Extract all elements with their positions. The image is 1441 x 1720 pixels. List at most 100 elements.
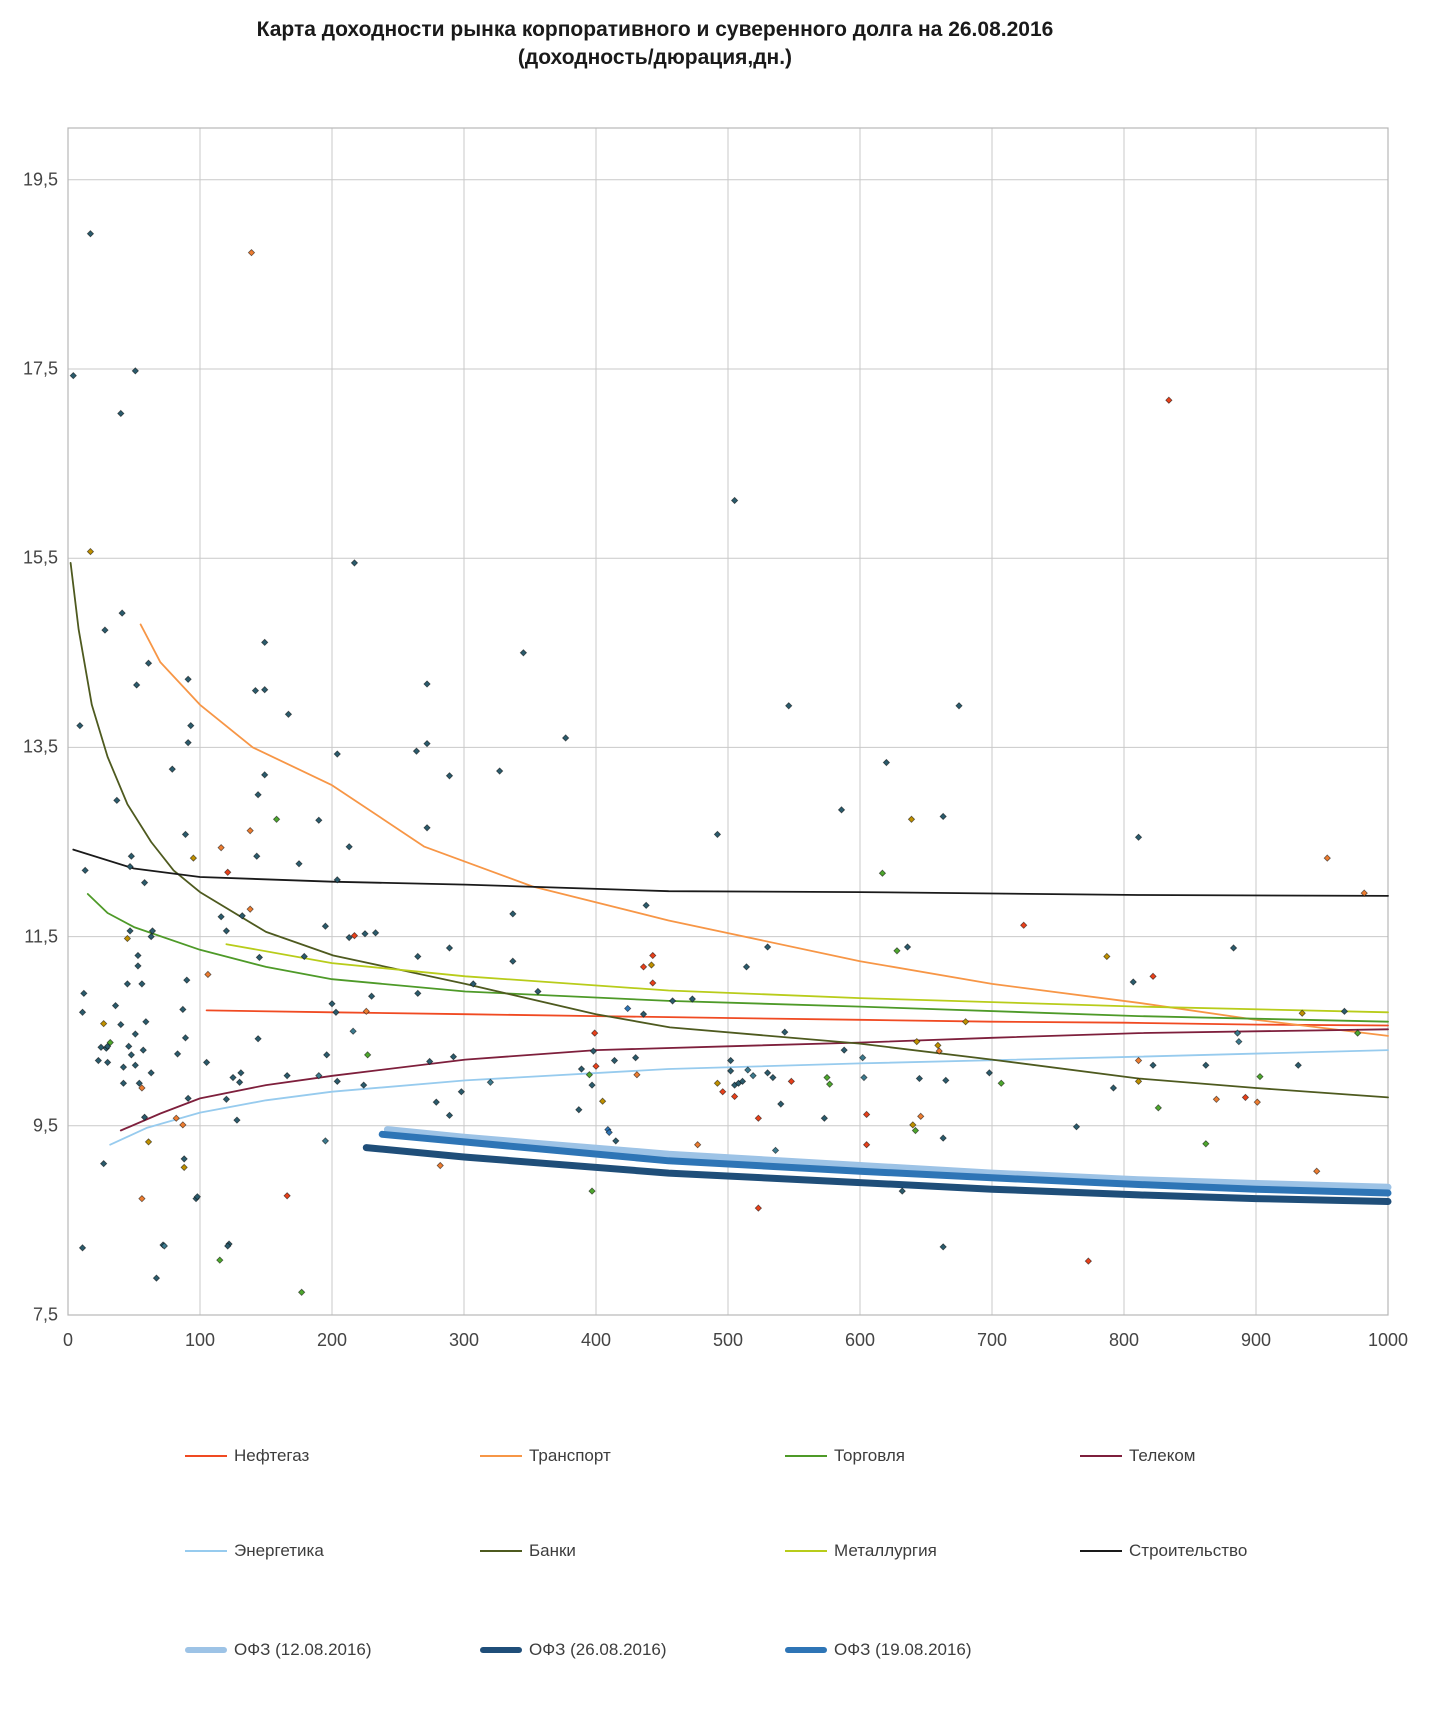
scatter-point-bonds-teal (183, 976, 191, 984)
series-line-Энергетика (109, 1049, 1389, 1146)
scatter-point-bonds-teal (412, 747, 421, 755)
scatter-point-bonds-teal (612, 1137, 620, 1145)
scatter-point-bonds-steel-blue (771, 1146, 780, 1155)
scatter-point-bonds-teal (235, 1078, 244, 1086)
legend-label: Нефтегаз (234, 1446, 310, 1465)
scatter-point-bonds-teal (184, 1094, 192, 1103)
scatter-point-bonds-teal (222, 1095, 231, 1103)
scatter-point-bonds-teal (117, 1020, 125, 1029)
scatter-point-bonds-green (878, 869, 887, 877)
scatter-point-bonds-teal (125, 1042, 133, 1051)
scatter-point-bonds-orange (204, 970, 212, 979)
legend-label: ОФЗ (26.08.2016) (529, 1640, 667, 1659)
y-tick-label: 19,5 (22, 169, 58, 190)
scatter-point-bonds-teal (903, 943, 912, 951)
scatter-point-bonds-teal (193, 1193, 202, 1201)
scatter-point-bonds-orange (693, 1141, 702, 1149)
scatter-point-bonds-steel-blue (744, 1066, 752, 1074)
scatter-point-bonds-dark-yellow (909, 1121, 917, 1129)
legend-item: Телеком (1080, 1445, 1195, 1467)
scatter-point-bonds-orange (138, 1194, 146, 1203)
scatter-point-bonds-teal (168, 765, 176, 773)
scatter-point-bonds-red (649, 951, 657, 960)
x-tick-label: 100 (184, 1330, 216, 1350)
scatter-point-bonds-teal (414, 952, 422, 961)
scatter-point-bonds-green (585, 1071, 594, 1079)
scatter-point-bonds-teal (445, 772, 454, 780)
series-line-Телеком (119, 1028, 1389, 1132)
scatter-point-bonds-dark-yellow (1134, 1077, 1143, 1086)
legend-item: Торговля (785, 1445, 905, 1467)
scatter-point-bonds-teal (222, 927, 231, 935)
scatter-point-bonds-teal (76, 721, 84, 730)
scatter-point-bonds-teal (132, 681, 141, 689)
scatter-point-bonds-red (591, 1029, 599, 1037)
legend-label: Строительство (1129, 1541, 1248, 1560)
y-tick-label: 7,5 (32, 1304, 58, 1325)
scatter-point-bonds-teal (495, 767, 504, 775)
scatter-point-bonds-teal (469, 980, 477, 988)
scatter-point-bonds-teal (81, 866, 89, 875)
scatter-point-bonds-red (592, 1062, 600, 1070)
scatter-point-bonds-green (1256, 1072, 1264, 1081)
x-tick-label: 600 (844, 1330, 876, 1350)
scatter-point-bonds-red (1084, 1257, 1093, 1265)
scatter-point-bonds-teal (777, 1100, 785, 1108)
scatter-point-bonds-green (272, 815, 281, 823)
chart-title: Карта доходности рынка корпоративного и … (0, 16, 1310, 72)
scatter-point-bonds-teal (509, 910, 517, 918)
scatter-point-bonds-teal (1072, 1123, 1081, 1131)
scatter-point-bonds-red (862, 1141, 871, 1149)
legend-swatch-line (1080, 1550, 1122, 1552)
legend-item: Строительство (1080, 1540, 1247, 1562)
scatter-point-bonds-orange (246, 826, 254, 835)
scatter-point-bonds-red (719, 1088, 727, 1096)
scatter-point-bonds-teal (414, 989, 422, 998)
scatter-point-bonds-teal (360, 1081, 368, 1089)
scatter-point-bonds-teal (713, 830, 722, 839)
legend-row: Энергетика Банки Металлургия Строительство (0, 1540, 1441, 1562)
scatter-point-bonds-teal (184, 675, 192, 683)
scatter-point-bonds-teal (180, 1155, 188, 1163)
scatter-point-bonds-teal (238, 912, 246, 920)
scatter-point-bonds-teal (147, 932, 155, 941)
scatter-point-bonds-teal (119, 1063, 128, 1071)
scatter-point-bonds-steel-blue (858, 1054, 867, 1062)
chart-title-line2: (доходность/дюрация,дн.) (517, 46, 793, 69)
scatter-point-bonds-teal (184, 739, 192, 747)
series-line-Металлургия (225, 943, 1389, 1014)
scatter-point-bonds-teal (631, 1054, 640, 1062)
scatter-point-bonds-teal (985, 1069, 994, 1077)
legend-label: ОФЗ (12.08.2016) (234, 1640, 372, 1659)
legend-label: Телеком (1129, 1446, 1196, 1465)
scatter-point-bonds-green (825, 1080, 834, 1088)
scatter-point-bonds-teal (118, 609, 126, 617)
scatter-point-bonds-teal (942, 1076, 950, 1085)
legend-swatch-line (785, 1647, 827, 1653)
legend-item: Энергетика (185, 1540, 324, 1562)
series-line-Нефтегаз (205, 1009, 1389, 1027)
scatter-point-bonds-teal (939, 1134, 947, 1142)
scatter-point-bonds-teal (575, 1106, 583, 1114)
scatter-point-bonds-green (1353, 1029, 1362, 1037)
scatter-point-bonds-teal (763, 1069, 772, 1077)
scatter-point-bonds-dark-yellow (961, 1018, 970, 1026)
scatter-point-bonds-teal (202, 1058, 211, 1067)
scatter-point-bonds-teal (80, 989, 88, 998)
scatter-point-bonds-teal (152, 1274, 161, 1282)
legend-swatch-line (785, 1550, 827, 1552)
legend-swatch-line (185, 1550, 227, 1552)
series-line-Торговля (86, 893, 1389, 1023)
scatter-point-bonds-teal (148, 927, 157, 935)
y-tick-label: 11,5 (24, 926, 58, 947)
scatter-point-bonds-teal (254, 1035, 262, 1043)
legend-swatch-line (185, 1647, 227, 1653)
scatter-point-bonds-teal (144, 659, 153, 667)
scatter-point-bonds-teal (726, 1056, 735, 1065)
scatter-point-bonds-teal (1202, 1061, 1210, 1069)
scatter-point-bonds-dark-yellow (598, 1097, 607, 1105)
x-tick-label: 700 (976, 1330, 1008, 1350)
scatter-point-bonds-green (106, 1038, 114, 1047)
legend-item: ОФЗ (12.08.2016) (185, 1639, 372, 1661)
scatter-point-bonds-red (730, 1092, 739, 1101)
